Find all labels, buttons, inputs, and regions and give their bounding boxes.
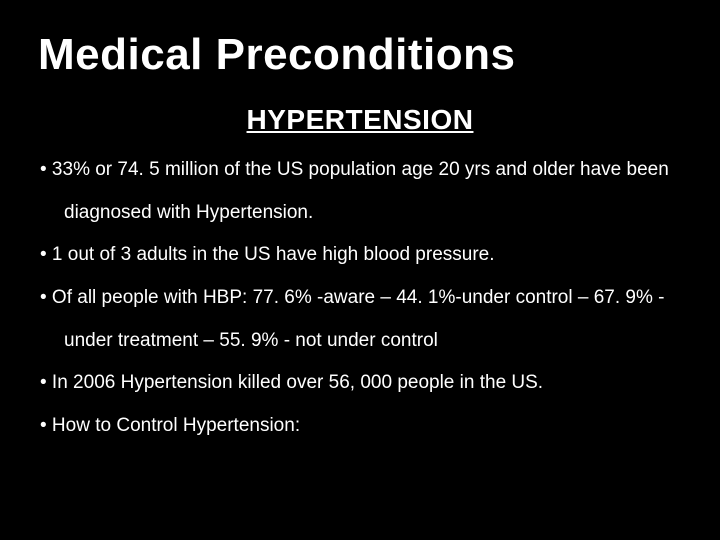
slide-title: Medical Preconditions <box>38 30 680 80</box>
slide-subtitle: HYPERTENSION <box>40 104 680 136</box>
body-line: • How to Control Hypertension: <box>40 414 680 439</box>
slide-body: • 33% or 74. 5 million of the US populat… <box>40 158 680 439</box>
slide: Medical Preconditions HYPERTENSION • 33%… <box>0 0 720 540</box>
body-line: under treatment – 55. 9% - not under con… <box>40 329 680 354</box>
body-line: • 1 out of 3 adults in the US have high … <box>40 243 680 268</box>
body-line: diagnosed with Hypertension. <box>40 201 680 226</box>
body-line: • 33% or 74. 5 million of the US populat… <box>40 158 680 183</box>
body-line: • In 2006 Hypertension killed over 56, 0… <box>40 371 680 396</box>
body-line: • Of all people with HBP: 77. 6% -aware … <box>40 286 680 311</box>
